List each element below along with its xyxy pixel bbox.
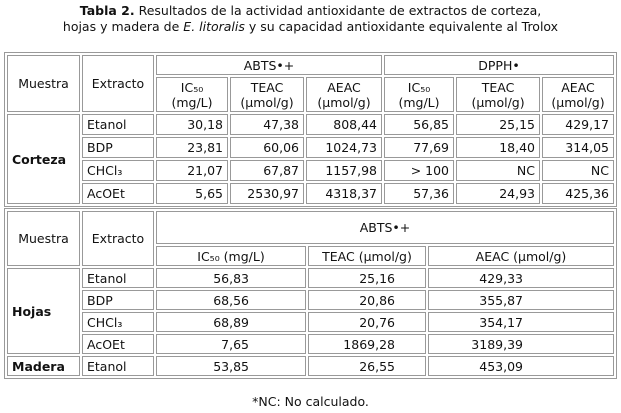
value-cell: 67,87 — [230, 160, 304, 181]
value-cell: 5,65 — [156, 183, 228, 204]
value-cell: 68,56 — [156, 290, 306, 310]
caption-text: y su capacidad antioxidante equivalente … — [244, 19, 559, 34]
value-cell: NC — [456, 160, 541, 181]
value-cell: 18,40 — [456, 137, 541, 158]
value-cell: 4318,37 — [306, 183, 383, 204]
results-table: Muestra Extracto ABTS•+ IC₅₀ (mg/L) TEAC (µm… — [4, 208, 617, 379]
value-cell: 314,05 — [542, 137, 614, 158]
value-cell: 25,15 — [456, 114, 541, 135]
value-cell: 20,76 — [308, 312, 426, 332]
value-cell: 354,17 — [428, 312, 614, 332]
value-cell: 47,38 — [230, 114, 304, 135]
value-cell: 429,17 — [542, 114, 614, 135]
data-row: AcOEt 5,65 2530,97 4318,37 57,36 24,93 425,36 — [7, 183, 614, 204]
extract-name: Etanol — [82, 114, 154, 135]
data-row: BDP 23,81 60,06 1024,73 77,69 18,40 314,05 — [7, 137, 614, 158]
data-row: CHCl₃ 21,07 67,87 1157,98 > 100 NC NC — [7, 160, 614, 181]
value-cell: 7,65 — [156, 334, 306, 354]
sample-name: Madera — [7, 356, 80, 376]
footnote: *NC: No calculado. — [252, 394, 369, 409]
value-cell: 23,81 — [156, 137, 228, 158]
value-cell: 53,85 — [156, 356, 306, 376]
column-header: Extracto — [82, 211, 154, 266]
extract-name: AcOEt — [82, 334, 154, 354]
extract-name: CHCl₃ — [82, 312, 154, 332]
column-header: TEAC (µmol/g) — [456, 77, 541, 112]
value-cell: 1157,98 — [306, 160, 383, 181]
header-row: Muestra Extracto ABTS•+ DPPH• — [7, 55, 614, 112]
value-cell: 68,89 — [156, 312, 306, 332]
column-header: TEAC (µmol/g) — [308, 246, 426, 266]
column-header: Muestra — [7, 55, 80, 112]
value-cell: 77,69 — [384, 137, 455, 158]
value-cell: 3189,39 — [428, 334, 614, 354]
data-row: BDP 68,56 20,86 355,87 — [7, 290, 614, 310]
value-cell: 1024,73 — [306, 137, 383, 158]
value-cell: > 100 — [384, 160, 455, 181]
extract-name: BDP — [82, 137, 154, 158]
table-body: Corteza Etanol 30,18 47,38 808,44 56,85 25,15 4… — [7, 114, 614, 204]
caption-text: hojas y madera de — [62, 19, 184, 34]
extract-name: Etanol — [82, 356, 154, 376]
column-header: Extracto — [82, 55, 154, 112]
value-cell: 429,33 — [428, 268, 614, 288]
column-header: AEAC (µmol/g) — [306, 77, 383, 112]
value-cell: NC — [542, 160, 614, 181]
table-caption: Tabla 2. Resultados de la actividad anti… — [0, 3, 621, 35]
column-header: AEAC (µmol/g) — [428, 246, 614, 266]
header-row: Muestra Extracto ABTS•+ — [7, 211, 614, 266]
column-header: Muestra — [7, 211, 80, 266]
data-row: Corteza Etanol 30,18 47,38 808,44 56,85 25,15 4… — [7, 114, 614, 204]
value-cell: 1869,28 — [308, 334, 426, 354]
sample-name: Hojas — [7, 268, 80, 354]
group-header: DPPH• — [384, 55, 614, 75]
results-table: Muestra Extracto ABTS•+ DPPH• IC₅₀ (mg/L) TEA… — [4, 52, 617, 207]
value-cell: 56,85 — [384, 114, 455, 135]
column-header: IC₅₀ (mg/L) — [156, 246, 306, 266]
table-header: Muestra Extracto ABTS•+ IC₅₀ (mg/L) TEAC (µm… — [7, 211, 614, 266]
extract-name: CHCl₃ — [82, 160, 154, 181]
value-cell: 808,44 — [306, 114, 383, 135]
species-name: E. litoralis — [183, 19, 245, 34]
column-header: IC₅₀ (mg/L) — [156, 77, 228, 112]
value-cell: 20,86 — [308, 290, 426, 310]
data-row: CHCl₃ 68,89 20,76 354,17 — [7, 312, 614, 332]
value-cell: 21,07 — [156, 160, 228, 181]
value-cell: 60,06 — [230, 137, 304, 158]
value-cell: 57,36 — [384, 183, 455, 204]
table-body: Hojas Etanol 56,83 25,16 429,33 BDP 68,56 20,86… — [7, 268, 614, 376]
data-row: AcOEt 7,65 1869,28 3189,39 — [7, 334, 614, 354]
table-header: Muestra Extracto ABTS•+ DPPH• IC₅₀ (mg/L) TEA… — [7, 55, 614, 112]
extract-name: BDP — [82, 290, 154, 310]
extract-name: Etanol — [82, 268, 154, 288]
value-cell: 26,55 — [308, 356, 426, 376]
value-cell: 30,18 — [156, 114, 228, 135]
column-header: IC₅₀ (mg/L) — [384, 77, 455, 112]
data-row: Hojas Etanol 56,83 25,16 429,33 — [7, 268, 614, 354]
data-row: Madera Etanol 53,85 26,55 453,09 — [7, 356, 614, 376]
extract-name: AcOEt — [82, 183, 154, 204]
value-cell: 56,83 — [156, 268, 306, 288]
value-cell: 25,16 — [308, 268, 426, 288]
value-cell: 24,93 — [456, 183, 541, 204]
sample-name: Corteza — [7, 114, 80, 204]
group-header: ABTS•+ — [156, 211, 614, 244]
column-header: TEAC (µmol/g) — [230, 77, 304, 112]
value-cell: 2530,97 — [230, 183, 304, 204]
header-row: IC₅₀ (mg/L) TEAC (µmol/g) AEAC (µmol/g) IC₅… — [7, 77, 614, 112]
column-header: AEAC (µmol/g) — [542, 77, 614, 112]
header-row: IC₅₀ (mg/L) TEAC (µmol/g) AEAC (µmol/g) — [7, 246, 614, 266]
caption-text: Resultados de la actividad antioxidante … — [134, 3, 542, 18]
value-cell: 425,36 — [542, 183, 614, 204]
group-header: ABTS•+ — [156, 55, 383, 75]
caption-label: Tabla 2. — [79, 3, 135, 18]
value-cell: 355,87 — [428, 290, 614, 310]
value-cell: 453,09 — [428, 356, 614, 376]
